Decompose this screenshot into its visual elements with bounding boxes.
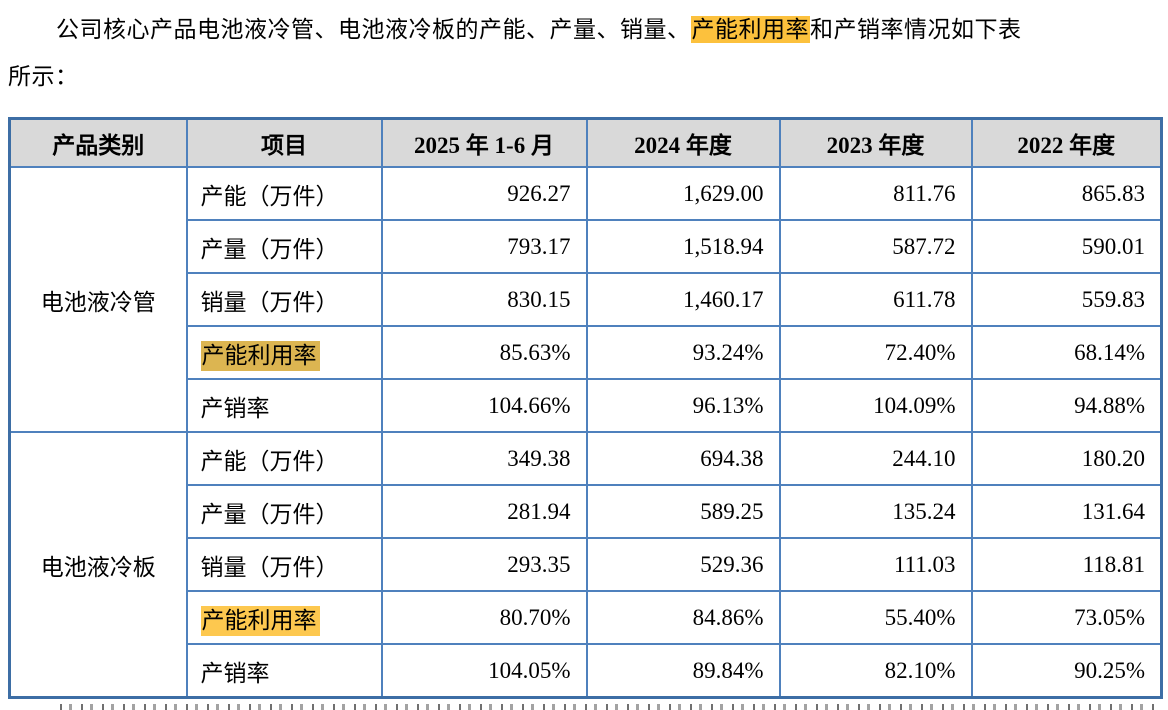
value-cell: 80.70% — [380, 590, 588, 645]
item-cell: 产能（万件） — [185, 431, 383, 486]
capacity-utilization-table: 产品类别 项目 2025 年 1-6 月 2024 年度 2023 年度 2022 年度 … — [8, 117, 1163, 699]
header-cell-1: 项目 — [185, 117, 383, 168]
value-cell: 293.35 — [380, 537, 588, 592]
value-cell: 73.05% — [970, 590, 1163, 645]
table-body: 电池液冷管 产能（万件） 926.27 1,629.00 811.76 865.83 产量（… — [8, 166, 1163, 699]
value-cell: 694.38 — [585, 431, 781, 486]
table-row: 产销率 104.05% 89.84% 82.10% 90.25% — [10, 643, 1163, 699]
paragraph-second-line: 所示： — [8, 64, 79, 89]
header-cell-2: 2025 年 1-6 月 — [380, 117, 588, 168]
highlighted-item-label: 产能利用率 — [200, 340, 320, 371]
item-cell: 产能利用率 — [185, 325, 383, 380]
item-cell: 产能利用率 — [185, 590, 383, 645]
value-cell: 68.14% — [970, 325, 1163, 380]
item-cell: 销量（万件） — [185, 272, 383, 327]
value-cell: 244.10 — [778, 431, 973, 486]
value-cell: 82.10% — [778, 643, 973, 699]
value-cell: 104.09% — [778, 378, 973, 433]
item-cell: 产销率 — [185, 643, 383, 699]
value-cell: 118.81 — [970, 537, 1163, 592]
value-cell: 131.64 — [970, 484, 1163, 539]
value-cell: 84.86% — [585, 590, 781, 645]
table-row: 产能利用率 80.70% 84.86% 55.40% 73.05% — [10, 590, 1163, 645]
header-cell-0: 产品类别 — [8, 117, 188, 168]
paragraph-text-after: 和产销率情况如下表 — [810, 17, 1022, 42]
value-cell: 811.76 — [778, 166, 973, 221]
table-row: 产量（万件） 793.17 1,518.94 587.72 590.01 — [10, 219, 1163, 274]
value-cell: 89.84% — [585, 643, 781, 699]
value-cell: 93.24% — [585, 325, 781, 380]
table-row: 销量（万件） 830.15 1,460.17 611.78 559.83 — [10, 272, 1163, 327]
highlighted-item-label: 产能利用率 — [200, 605, 320, 636]
paragraph-highlighted-term: 产能利用率 — [690, 16, 810, 43]
header-cell-4: 2023 年度 — [778, 117, 973, 168]
table-row: 电池液冷管 产能（万件） 926.27 1,629.00 811.76 865.83 — [8, 166, 1163, 433]
value-cell: 281.94 — [380, 484, 588, 539]
category-cell: 电池液冷板 — [8, 431, 188, 699]
table-row: 电池液冷板 产能（万件） 349.38 694.38 244.10 180.20 — [8, 431, 1163, 699]
item-cell: 销量（万件） — [185, 537, 383, 592]
value-cell: 926.27 — [380, 166, 588, 221]
value-cell: 793.17 — [380, 219, 588, 274]
table-row: 产量（万件） 281.94 589.25 135.24 131.64 — [10, 484, 1163, 539]
table-row: 产能利用率 85.63% 93.24% 72.40% 68.14% — [10, 325, 1163, 380]
item-cell: 产能（万件） — [185, 166, 383, 221]
value-cell: 590.01 — [970, 219, 1163, 274]
value-cell: 589.25 — [585, 484, 781, 539]
paragraph-text-before: 公司核心产品电池液冷管、电池液冷板的产能、产量、销量、 — [56, 17, 691, 42]
value-cell: 559.83 — [970, 272, 1163, 327]
item-cell: 产量（万件） — [185, 219, 383, 274]
value-cell: 180.20 — [970, 431, 1163, 486]
table-header-row: 产品类别 项目 2025 年 1-6 月 2024 年度 2023 年度 2022 年度 — [8, 117, 1163, 168]
value-cell: 96.13% — [585, 378, 781, 433]
item-cell: 产量（万件） — [185, 484, 383, 539]
header-cell-3: 2024 年度 — [585, 117, 781, 168]
value-cell: 135.24 — [778, 484, 973, 539]
value-cell: 1,518.94 — [585, 219, 781, 274]
table-row: 销量（万件） 293.35 529.36 111.03 118.81 — [10, 537, 1163, 592]
item-cell: 产销率 — [185, 378, 383, 433]
value-cell: 55.40% — [778, 590, 973, 645]
value-cell: 611.78 — [778, 272, 973, 327]
category-cell: 电池液冷管 — [8, 166, 188, 433]
value-cell: 587.72 — [778, 219, 973, 274]
value-cell: 72.40% — [778, 325, 973, 380]
value-cell: 104.66% — [380, 378, 588, 433]
value-cell: 111.03 — [778, 537, 973, 592]
intro-paragraph: 公司核心产品电池液冷管、电池液冷板的产能、产量、销量、产能利用率和产销率情况如下… — [8, 6, 1164, 100]
value-cell: 94.88% — [970, 378, 1163, 433]
value-cell: 90.25% — [970, 643, 1163, 699]
value-cell: 1,460.17 — [585, 272, 781, 327]
value-cell: 865.83 — [970, 166, 1163, 221]
value-cell: 104.05% — [380, 643, 588, 699]
value-cell: 85.63% — [380, 325, 588, 380]
clipped-text-line — [60, 704, 1160, 710]
value-cell: 830.15 — [380, 272, 588, 327]
table-row: 产销率 104.66% 96.13% 104.09% 94.88% — [10, 378, 1163, 433]
value-cell: 1,629.00 — [585, 166, 781, 221]
value-cell: 349.38 — [380, 431, 588, 486]
header-cell-5: 2022 年度 — [970, 117, 1163, 168]
value-cell: 529.36 — [585, 537, 781, 592]
